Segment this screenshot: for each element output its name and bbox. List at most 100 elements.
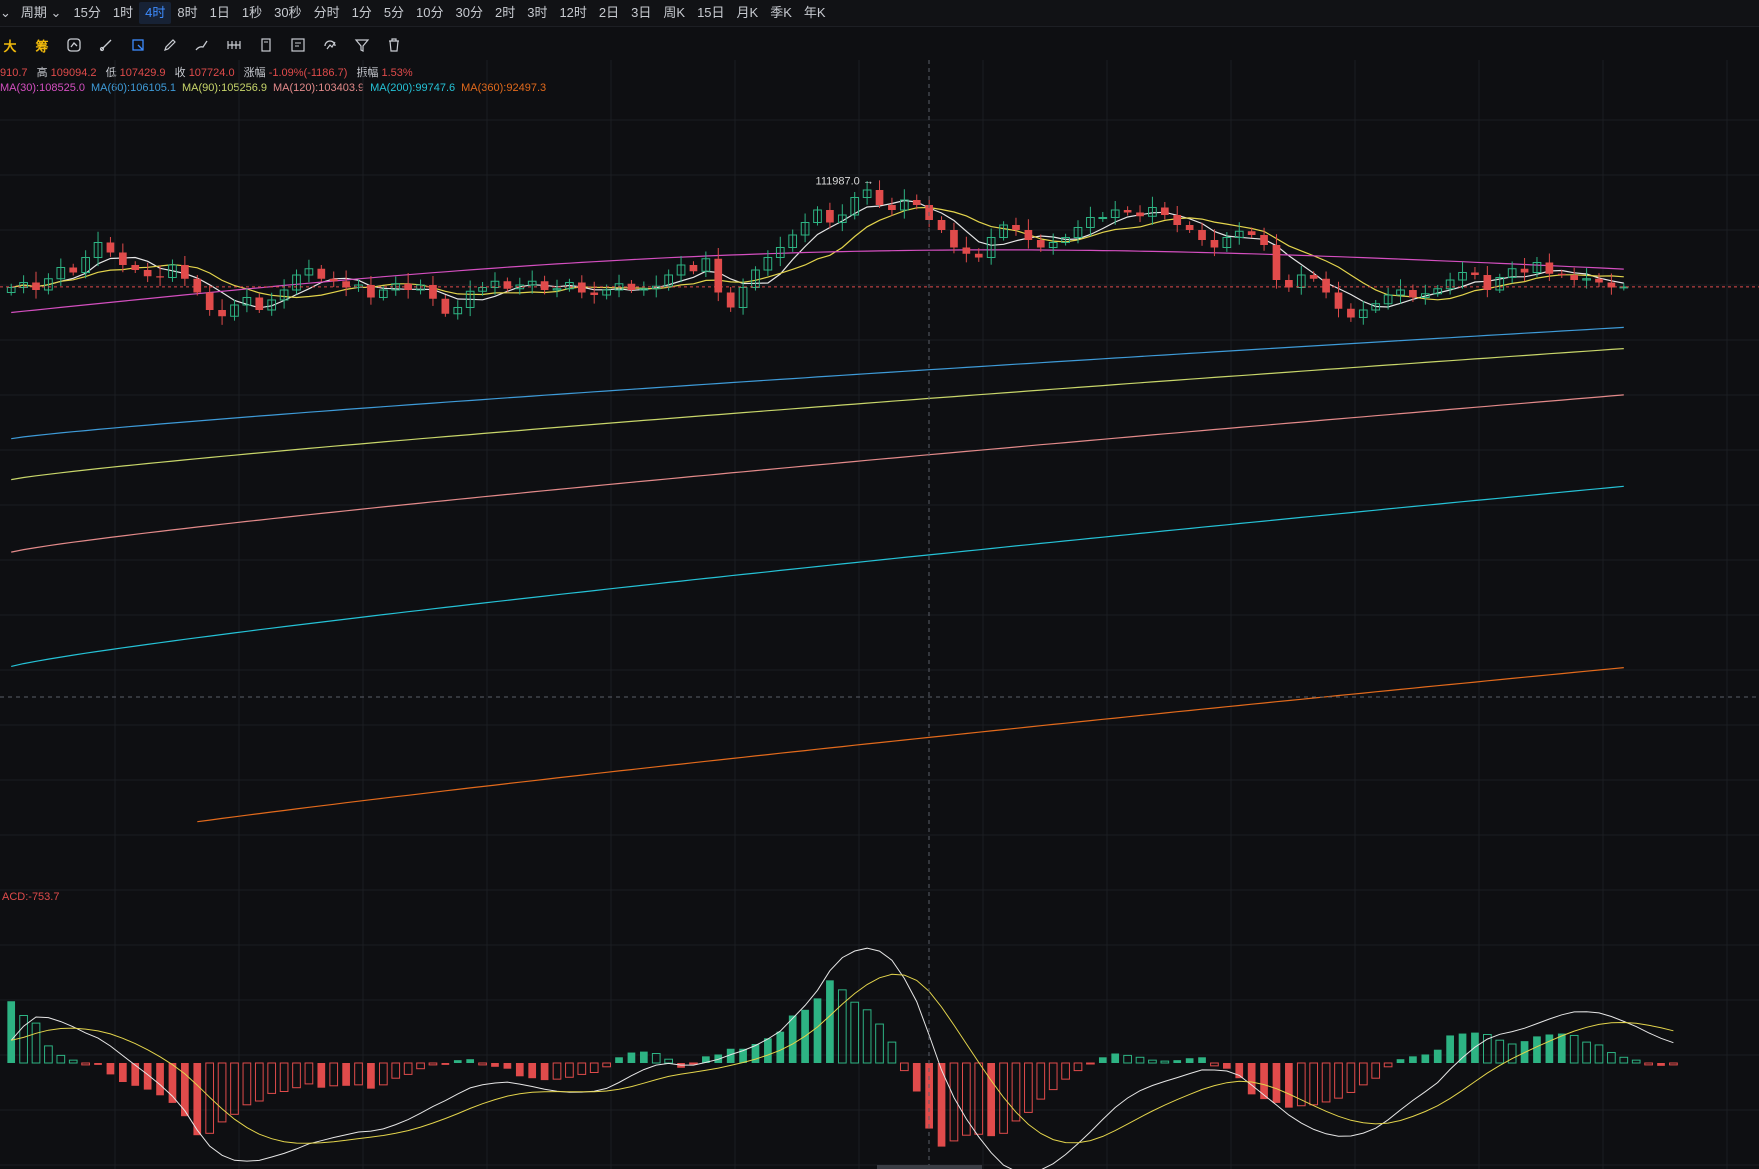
candle-body — [1260, 235, 1268, 245]
timeframe-20[interactable]: 季K — [770, 5, 792, 20]
macd-bar — [1048, 1062, 1058, 1091]
candle-body — [1309, 275, 1318, 279]
pattern-icon[interactable] — [224, 35, 244, 55]
note-icon[interactable] — [288, 35, 308, 55]
candle-body — [602, 289, 611, 296]
timeframe-19[interactable]: 月K — [736, 5, 759, 20]
candle-body — [1234, 230, 1244, 238]
macd-bar — [143, 1063, 152, 1090]
macd-bar — [788, 1015, 797, 1063]
macd-bar — [106, 1063, 115, 1075]
close-value: 107724.0 — [188, 67, 235, 79]
macd-bar — [714, 1054, 723, 1063]
macd-bar — [453, 1060, 462, 1063]
candle-body — [664, 274, 673, 287]
candle-body — [490, 280, 500, 288]
measure-icon[interactable] — [256, 35, 276, 55]
timeframe-18[interactable]: 15日 — [697, 5, 725, 20]
macd-bar — [1495, 1039, 1505, 1064]
macd-bar — [974, 1062, 984, 1135]
trend-line-icon[interactable] — [96, 35, 116, 55]
chevron-down-icon: ⌄ — [50, 5, 62, 20]
trash-icon[interactable] — [384, 35, 404, 55]
magnet-icon[interactable] — [320, 35, 340, 55]
timeframe-10[interactable]: 10分 — [416, 5, 444, 20]
candle-body — [304, 268, 314, 276]
macd-bar — [1594, 1044, 1604, 1064]
macd-bar — [987, 1063, 996, 1137]
macd-bar — [441, 1063, 450, 1065]
macd-bar — [1160, 1060, 1170, 1064]
timeframe-21[interactable]: 年K — [803, 5, 826, 20]
candle-body — [317, 268, 326, 279]
macd-bar — [776, 1031, 785, 1063]
timeframe-14[interactable]: 12时 — [559, 5, 587, 20]
timeframe-16[interactable]: 3日 — [631, 5, 652, 20]
timeframe-5[interactable]: 1秒 — [241, 5, 263, 20]
select-cursor-icon[interactable] — [128, 35, 148, 55]
moving-average-lines — [11, 199, 1624, 823]
candle-body — [1173, 215, 1182, 225]
candle-body — [763, 257, 773, 271]
candle-body — [1495, 277, 1505, 291]
macd-bar — [639, 1051, 648, 1063]
timeframe-15[interactable]: 2日 — [598, 5, 620, 20]
candle-body — [329, 278, 338, 282]
timeframe-3[interactable]: 8时 — [177, 5, 198, 20]
timeframe-11[interactable]: 30分 — [455, 5, 483, 20]
macd-bar — [1569, 1034, 1579, 1064]
timeframe-17[interactable]: 周K — [663, 5, 686, 20]
macd-bar — [528, 1063, 537, 1079]
candle-body — [1371, 303, 1381, 311]
macd-bar — [726, 1048, 735, 1063]
filter-icon[interactable] — [352, 35, 372, 55]
ohlc-info: 910.7 高 109094.2 低 107429.9 收 107724.0 涨… — [0, 64, 413, 80]
drawing-toolbar: 大 筹 — [0, 32, 1759, 58]
big-tool-button[interactable]: 大 — [3, 38, 17, 54]
macd-bar — [751, 1044, 760, 1063]
macd-bar — [962, 1062, 971, 1136]
candle-body — [1383, 294, 1393, 305]
candle-body — [1098, 217, 1108, 219]
candle-body — [465, 290, 475, 308]
macd-bar — [1260, 1063, 1268, 1100]
macd-bar — [887, 1041, 897, 1064]
timeframe-7[interactable]: 分时 — [313, 5, 340, 20]
macd-bar — [267, 1062, 277, 1094]
chip-tool-button[interactable]: 筹 — [35, 38, 49, 54]
timeframe-9[interactable]: 5分 — [383, 5, 405, 20]
period-dropdown[interactable]: 周期 ⌄ — [15, 2, 68, 24]
timeframe-4[interactable]: 1日 — [209, 5, 230, 20]
change-value: -1.09%(-1186.7) — [268, 67, 348, 79]
candle-body — [788, 234, 798, 248]
macd-bar — [1285, 1063, 1293, 1108]
brush-icon[interactable] — [192, 35, 212, 55]
macd-bar — [1247, 1063, 1256, 1095]
timeframe-6[interactable]: 30秒 — [274, 5, 302, 20]
macd-bar — [156, 1063, 164, 1096]
timeframe-8[interactable]: 1分 — [351, 5, 372, 20]
indicator-icon[interactable] — [64, 35, 84, 55]
pencil-icon[interactable] — [160, 35, 180, 55]
macd-bar — [912, 1063, 921, 1092]
macd-bar — [466, 1059, 475, 1063]
candle-body — [726, 292, 735, 308]
candle-body — [912, 200, 921, 205]
candle-body — [1347, 308, 1355, 318]
timeframe-12[interactable]: 2时 — [494, 5, 516, 20]
candle-body — [1296, 274, 1306, 288]
candle-body — [1185, 225, 1194, 230]
timeframe-2[interactable]: 4时 — [139, 2, 172, 24]
timeframe-1[interactable]: 1时 — [112, 5, 134, 20]
macd-bar — [540, 1063, 549, 1081]
candle-body — [69, 267, 78, 273]
timeframe-13[interactable]: 3时 — [527, 5, 548, 20]
timeframe-0[interactable]: 15分 — [73, 5, 101, 20]
symbol-dropdown-chevron-icon[interactable]: ⌄ — [0, 5, 11, 20]
candle-body — [367, 285, 375, 298]
macd-bar — [577, 1062, 587, 1075]
candle-body — [813, 209, 822, 223]
macd-bar — [589, 1062, 599, 1073]
candle-body — [1012, 225, 1020, 230]
